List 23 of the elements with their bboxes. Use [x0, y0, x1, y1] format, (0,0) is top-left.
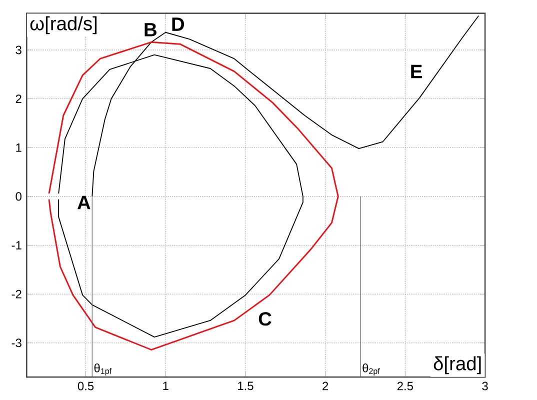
y-tick-label: 3	[16, 46, 22, 54]
x-tick-label: 2.5	[397, 382, 414, 390]
annotation: E	[411, 65, 422, 78]
annotation: C	[258, 312, 272, 326]
annotation: B	[144, 23, 156, 36]
x-tick-label: 2	[322, 382, 328, 390]
ref-line-label: θ$_{1pf}$	[94, 364, 112, 376]
y-tick-label: -2	[12, 290, 22, 298]
x-tick-label: 1.5	[238, 382, 254, 390]
x-tick-label: 1	[163, 382, 168, 390]
ref-line-label: θ$_{2pf}$	[362, 364, 380, 376]
y-tick-label: -3	[12, 338, 22, 348]
y-tick-label: 0	[16, 192, 22, 201]
x-tick-label: 0.5	[78, 382, 94, 390]
line-series	[48, 42, 339, 351]
y-tick-label: 1	[16, 144, 22, 152]
x-axis-title: δ[rad]	[434, 356, 481, 374]
annotation: A	[78, 196, 90, 210]
annotation: D	[172, 18, 184, 31]
y-tick-label: -1	[12, 241, 22, 250]
y-axis-title: ω[rad/s]	[30, 16, 97, 34]
y-tick-label: 2	[16, 94, 22, 104]
x-tick-label: 3	[482, 382, 488, 390]
